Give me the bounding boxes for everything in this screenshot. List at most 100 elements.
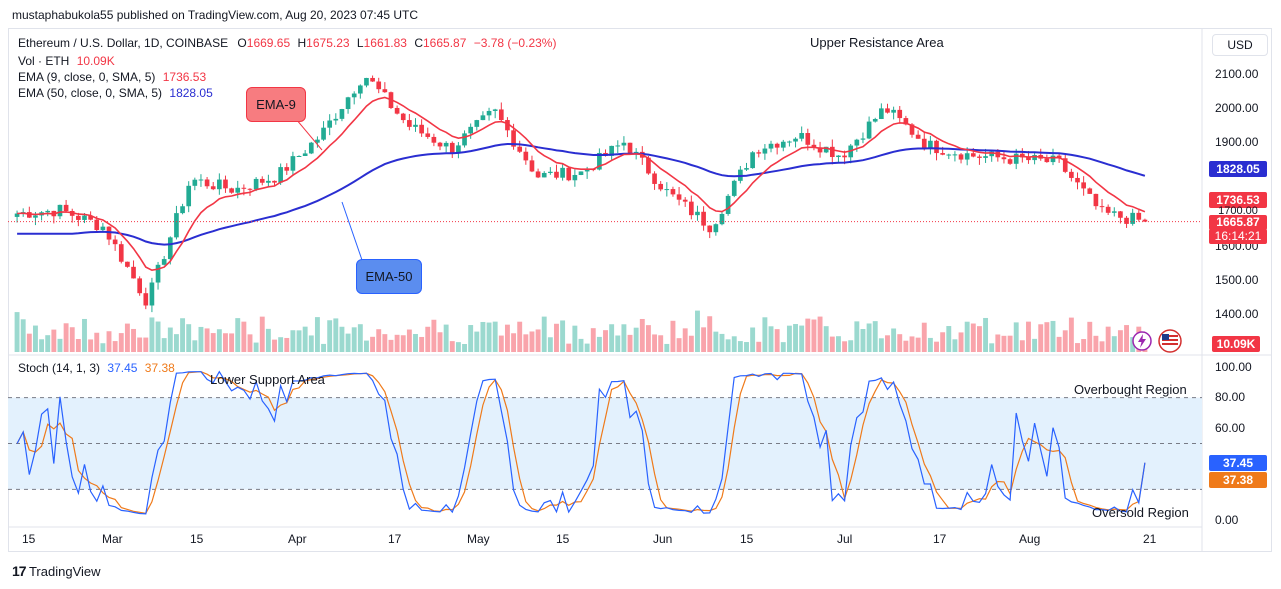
volume-bar bbox=[431, 319, 437, 352]
lightning-icon[interactable] bbox=[1131, 330, 1153, 352]
candle-body bbox=[627, 142, 633, 154]
volume-bar bbox=[811, 319, 817, 352]
stoch-tick-label: 0.00 bbox=[1215, 513, 1239, 527]
volume-bar bbox=[449, 341, 455, 352]
candle-body bbox=[1111, 211, 1117, 213]
candle-body bbox=[891, 109, 896, 113]
candle-body bbox=[646, 157, 651, 174]
volume-legend: Vol · ETH 10.09K bbox=[18, 54, 115, 68]
countdown-tag: 16:14:21 bbox=[1209, 229, 1267, 244]
candle-body bbox=[523, 151, 529, 161]
volume-bar bbox=[88, 339, 94, 352]
candle-body bbox=[241, 187, 247, 189]
volume-bar bbox=[609, 324, 615, 352]
volume-bar bbox=[652, 334, 658, 352]
volume-bar bbox=[278, 337, 284, 352]
candle-body bbox=[456, 145, 461, 153]
volume-bar bbox=[394, 334, 400, 352]
candle-body bbox=[701, 211, 706, 226]
x-tick-label: 15 bbox=[22, 532, 36, 546]
candle-body bbox=[315, 139, 320, 143]
candle-body bbox=[137, 278, 142, 294]
tradingview-logo[interactable]: 17 TradingView bbox=[12, 563, 101, 579]
candle-body bbox=[327, 120, 333, 128]
partial-price-label: 1700.00 bbox=[1218, 206, 1258, 215]
candle-body bbox=[247, 188, 253, 190]
volume-bar bbox=[805, 318, 811, 352]
volume-bar bbox=[1044, 322, 1050, 352]
tradingview-logo-icon: 17 bbox=[12, 563, 27, 579]
volume-bar bbox=[1019, 340, 1025, 352]
volume-bar bbox=[180, 318, 186, 352]
candle-body bbox=[161, 259, 167, 265]
volume-bar bbox=[866, 323, 872, 352]
volume-bar bbox=[376, 329, 382, 352]
candle-body bbox=[597, 152, 602, 170]
volume-bar bbox=[290, 330, 296, 352]
volume-bar bbox=[983, 317, 989, 352]
candle-body bbox=[492, 109, 498, 111]
candle-body bbox=[302, 153, 308, 156]
volume-bar bbox=[731, 336, 737, 352]
volume-bar bbox=[872, 321, 878, 352]
volume-bar bbox=[100, 343, 106, 352]
volume-bar bbox=[94, 332, 100, 352]
chart-frame bbox=[8, 28, 1272, 552]
volume-bar bbox=[1130, 337, 1136, 352]
volume-bar bbox=[210, 333, 216, 352]
volume-bar bbox=[253, 342, 259, 352]
volume-bar bbox=[186, 324, 192, 352]
candle-body bbox=[541, 172, 547, 178]
volume-bar bbox=[517, 321, 523, 352]
volume-bar bbox=[860, 329, 866, 352]
volume-bar bbox=[272, 339, 277, 352]
candle-body bbox=[658, 183, 664, 190]
candle-body bbox=[940, 153, 945, 155]
volume-bar bbox=[713, 331, 719, 352]
volume-bar bbox=[112, 341, 118, 352]
x-tick-label: 17 bbox=[388, 532, 402, 546]
candle-body bbox=[860, 138, 866, 140]
candle-body bbox=[958, 154, 964, 160]
candle-body bbox=[707, 225, 713, 233]
volume-bar bbox=[572, 325, 578, 352]
volume-bar bbox=[897, 334, 903, 352]
volume-bar bbox=[1124, 325, 1129, 352]
candle-body bbox=[1062, 158, 1068, 172]
candle-body bbox=[1105, 206, 1111, 213]
lower-support-annotation: Lower Support Area bbox=[210, 372, 325, 387]
change-value: −3.78 (−0.23%) bbox=[473, 36, 557, 50]
candle-body bbox=[774, 143, 780, 148]
candle-body bbox=[149, 282, 155, 306]
candle-body bbox=[351, 93, 357, 98]
volume-bar bbox=[39, 339, 45, 352]
candle-body bbox=[719, 213, 725, 225]
candle-body bbox=[780, 141, 786, 148]
candle-body bbox=[370, 77, 375, 82]
volume-bar bbox=[774, 329, 780, 352]
candle-body bbox=[762, 148, 768, 154]
volume-bar bbox=[603, 330, 608, 352]
candle-body bbox=[799, 133, 804, 139]
candle-body bbox=[811, 144, 817, 148]
volume-bar bbox=[327, 320, 333, 352]
volume-bar bbox=[995, 334, 1001, 352]
candle-body bbox=[480, 115, 486, 121]
volume-bar bbox=[750, 327, 756, 352]
candle-body bbox=[118, 244, 124, 262]
candle-body bbox=[921, 138, 927, 148]
candle-body bbox=[768, 143, 774, 149]
candle-body bbox=[407, 120, 412, 127]
candle-body bbox=[1142, 219, 1148, 222]
volume-bar bbox=[952, 339, 958, 352]
volume-bar bbox=[14, 312, 20, 352]
us-flag-icon[interactable] bbox=[1157, 328, 1183, 354]
candle-body bbox=[621, 142, 627, 146]
currency-button[interactable]: USD bbox=[1212, 34, 1268, 56]
ema9-legend: EMA (9, close, 0, SMA, 5) 1736.53 bbox=[18, 70, 206, 84]
candle-body bbox=[983, 156, 988, 158]
y-tick-label: 2000.00 bbox=[1215, 101, 1259, 115]
volume-bar bbox=[455, 342, 461, 352]
candle-body bbox=[572, 174, 578, 181]
